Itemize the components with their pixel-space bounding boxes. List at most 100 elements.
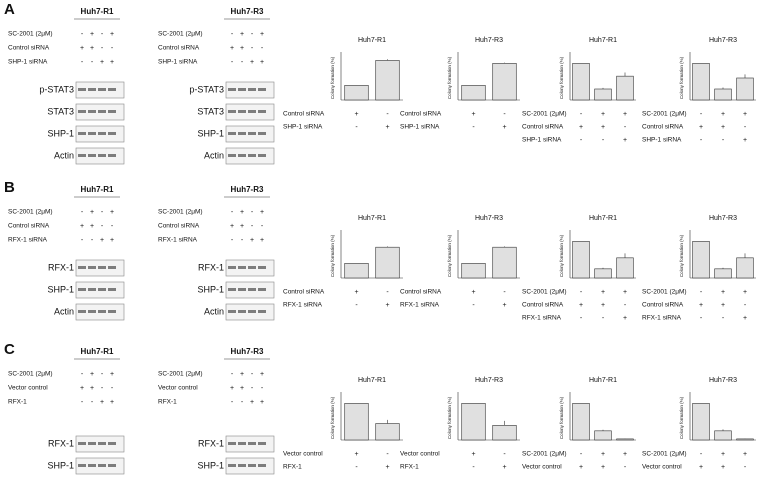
condition-sign: -	[700, 137, 703, 144]
condition-sign: +	[354, 451, 358, 458]
condition-sign: +	[601, 111, 605, 118]
band	[258, 110, 266, 113]
condition-sign: +	[110, 237, 114, 244]
condition-sign: -	[101, 223, 104, 230]
bar	[572, 403, 590, 441]
condition-sign: +	[601, 124, 605, 131]
band	[258, 132, 266, 135]
y-axis-label: Colony formation (%)	[447, 396, 452, 439]
band	[248, 88, 256, 91]
condition-sign: +	[721, 464, 725, 471]
blot-title: Huh7-R3	[231, 185, 264, 194]
condition-sign: -	[700, 451, 703, 458]
blot-title: Huh7-R1	[81, 7, 114, 16]
condition-sign: +	[100, 59, 104, 66]
bar	[572, 241, 590, 279]
condition-name: Control siRNA	[400, 289, 442, 296]
condition-name: RFX-1	[400, 464, 419, 471]
band	[238, 442, 246, 445]
condition-sign: -	[386, 289, 389, 296]
condition-sign: -	[722, 137, 725, 144]
band	[228, 464, 236, 467]
band-label: STAT3	[197, 106, 224, 116]
band	[78, 154, 86, 157]
bar	[736, 77, 754, 101]
blot-title: Huh7-R1	[81, 347, 114, 356]
band	[98, 110, 106, 113]
bar	[461, 85, 486, 101]
condition-name: RFX-1 siRNA	[522, 315, 562, 322]
condition-sign: -	[251, 371, 254, 378]
blot-title: Huh7-R3	[231, 347, 264, 356]
condition-name: Vector control	[522, 464, 562, 471]
bar	[344, 403, 369, 441]
condition-name: SC-2001 (2μM)	[642, 451, 687, 458]
condition-sign: -	[261, 385, 264, 392]
condition-sign: -	[231, 371, 234, 378]
condition-sign: +	[721, 302, 725, 309]
condition-sign: -	[91, 59, 94, 66]
condition-sign: -	[503, 451, 506, 458]
band	[238, 288, 246, 291]
condition-name: Control siRNA	[522, 124, 564, 131]
band	[238, 110, 246, 113]
condition-sign: -	[91, 237, 94, 244]
condition-sign: +	[743, 289, 747, 296]
condition-sign: -	[81, 209, 84, 216]
condition-name: Control siRNA	[642, 302, 684, 309]
band	[228, 110, 236, 113]
bar	[594, 268, 612, 279]
condition-sign: -	[111, 385, 114, 392]
condition-name: Vector control	[158, 385, 198, 392]
condition-sign: +	[601, 289, 605, 296]
condition-sign: +	[230, 45, 234, 52]
condition-name: RFX-1 siRNA	[642, 315, 682, 322]
condition-name: Vector control	[8, 385, 48, 392]
condition-name: Control siRNA	[642, 124, 684, 131]
condition-sign: +	[110, 59, 114, 66]
bar	[736, 257, 754, 279]
condition-name: SC-2001 (2μM)	[158, 209, 203, 216]
condition-sign: -	[101, 385, 104, 392]
condition-name: RFX-1 siRNA	[158, 237, 198, 244]
condition-sign: +	[250, 59, 254, 66]
band-label: SHP-1	[47, 284, 74, 294]
band	[238, 154, 246, 157]
condition-sign: +	[743, 137, 747, 144]
condition-name: RFX-1	[158, 399, 177, 406]
band	[78, 442, 86, 445]
band	[108, 88, 116, 91]
band	[98, 266, 106, 269]
condition-name: Control siRNA	[158, 45, 200, 52]
condition-sign: +	[601, 451, 605, 458]
condition-sign: +	[623, 289, 627, 296]
condition-sign: -	[101, 209, 104, 216]
condition-sign: +	[260, 31, 264, 38]
band	[248, 266, 256, 269]
bar	[692, 63, 710, 101]
condition-sign: -	[355, 464, 358, 471]
band	[108, 266, 116, 269]
condition-sign: -	[241, 399, 244, 406]
condition-sign: -	[744, 124, 747, 131]
band-label: RFX-1	[198, 262, 224, 272]
y-axis-label: Colony formation (%)	[679, 56, 684, 99]
band	[238, 88, 246, 91]
band	[98, 442, 106, 445]
band	[108, 464, 116, 467]
condition-sign: +	[240, 45, 244, 52]
condition-sign: -	[81, 31, 84, 38]
condition-sign: +	[601, 302, 605, 309]
band	[258, 154, 266, 157]
condition-sign: -	[355, 124, 358, 131]
condition-sign: -	[744, 464, 747, 471]
condition-sign: +	[471, 451, 475, 458]
condition-sign: +	[385, 464, 389, 471]
band-label: SHP-1	[47, 128, 74, 138]
condition-name: Vector control	[642, 464, 682, 471]
condition-sign: -	[624, 464, 627, 471]
condition-sign: +	[743, 111, 747, 118]
condition-sign: -	[231, 31, 234, 38]
band	[228, 310, 236, 313]
chart-title: Huh7-R1	[589, 215, 617, 222]
